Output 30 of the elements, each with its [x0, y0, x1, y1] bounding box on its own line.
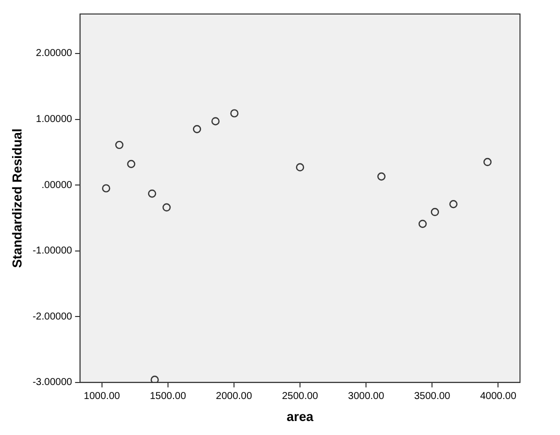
y-axis-title: Standardized Residual	[9, 128, 24, 268]
x-tick-label: 1500.00	[150, 391, 186, 402]
point	[449, 200, 458, 208]
x-tick-label: 3500.00	[414, 391, 451, 402]
x-tick-label: 4000.00	[480, 391, 517, 402]
point	[418, 220, 427, 228]
y-tick-label: .00000	[41, 180, 73, 191]
point	[150, 376, 159, 382]
y-tick-label: -1.00000	[32, 246, 73, 257]
point	[127, 160, 136, 168]
x-tick-label: 2000.00	[216, 391, 252, 402]
x-tick-label: 1000.00	[84, 391, 120, 402]
point	[102, 184, 110, 192]
point	[148, 189, 156, 198]
y-tick-label: 1.00000	[36, 114, 73, 126]
point	[377, 172, 386, 181]
point	[162, 203, 171, 212]
point	[115, 140, 124, 150]
point	[296, 163, 304, 172]
point	[211, 117, 220, 126]
point	[430, 208, 440, 216]
x-tick-label: 2500.00	[282, 391, 319, 402]
y-tick-label: -3.00000	[32, 377, 73, 388]
point	[230, 109, 238, 118]
point	[192, 125, 202, 134]
y-tick-label: 2.00000	[36, 48, 73, 60]
x-tick-label: 3000.00	[348, 391, 385, 402]
point	[483, 158, 492, 166]
y-tick-label: -2.00000	[32, 311, 73, 322]
x-axis-title: area	[286, 408, 314, 424]
